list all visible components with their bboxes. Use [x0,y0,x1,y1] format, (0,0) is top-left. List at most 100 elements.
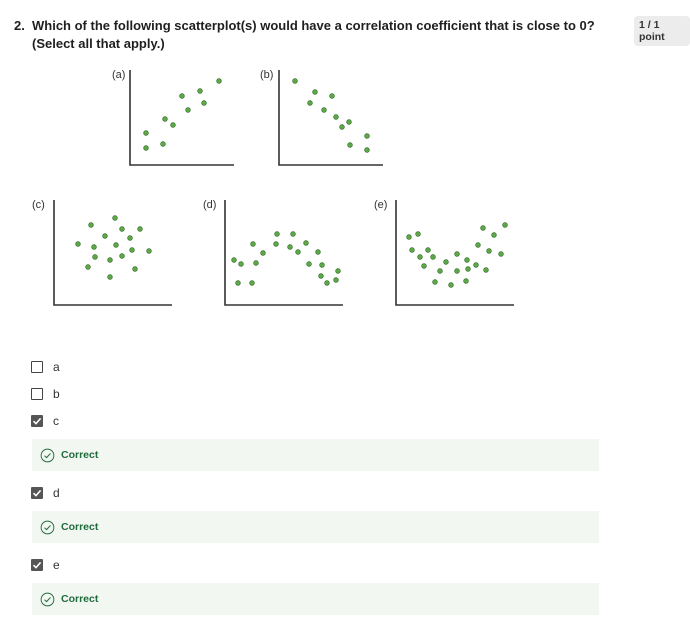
plot-d-point [318,273,324,279]
plot-a-point [201,100,207,106]
checkbox-a[interactable] [31,361,43,373]
plot-e-point [421,263,427,269]
plot-e-axes [395,200,514,306]
checkmark-icon [32,489,42,497]
plot-c-point [107,257,113,263]
checkbox-d[interactable] [31,487,43,499]
plot-e-point [432,279,438,285]
option-c[interactable]: c [31,414,59,428]
plot-b-point [339,124,345,130]
plot-label-b: (b) [260,69,273,81]
plot-d-point [290,231,296,237]
feedback-c: Correct [32,439,599,471]
plot-c-point [127,235,133,241]
option-d-label: d [53,486,60,500]
checkbox-e[interactable] [31,559,43,571]
plot-c-axes [53,200,172,306]
plot-b-point [321,107,327,113]
option-a-label: a [53,360,60,374]
plot-d-point [235,280,241,286]
plot-a-point [160,141,166,147]
question-number: 2. [14,18,25,33]
plot-d-point [253,260,259,266]
plot-d-point [287,244,293,250]
plot-c-point [132,266,138,272]
plot-e-point [480,225,486,231]
plot-d-point [250,241,256,247]
plot-d-point [249,280,255,286]
scatterplot-d: (d) [203,199,343,306]
plot-e-point [409,247,415,253]
plot-c-point [102,233,108,239]
scatterplot-e: (e) [374,199,514,306]
question-text-block: 2. Which of the following scatterplot(s)… [14,17,614,53]
plot-a-axes [129,70,234,166]
plot-e-point [463,278,469,284]
plot-d-point [273,241,279,247]
feedback-e-text: Correct [61,593,99,605]
plot-e-point [475,242,481,248]
plot-e-point [443,259,449,265]
plot-d-point [303,240,309,246]
plot-e-point [406,234,412,240]
plot-a-point [197,88,203,94]
plot-a-point [143,145,149,151]
plot-a-point [179,93,185,99]
plot-d-point [306,261,312,267]
option-a[interactable]: a [31,360,60,374]
feedback-e: Correct [32,583,599,615]
plot-d-point [333,277,339,283]
plot-d-axes [224,200,343,306]
plot-d-point [274,231,280,237]
plot-b-point [292,78,298,84]
plot-b-point [333,114,339,120]
scatterplots-figure: (a) (b) (c) [32,69,514,306]
plot-d-point [238,261,244,267]
plot-b-point [364,133,370,139]
plot-c-point [112,215,118,221]
plot-c-point [85,264,91,270]
plot-c-point [119,226,125,232]
plot-a-point [162,116,168,122]
plot-label-d: (d) [203,199,216,211]
plot-e-point [417,254,423,260]
plot-label-e: (e) [374,199,387,211]
plot-c-point [129,247,135,253]
plot-b-point [329,93,335,99]
plot-a-point [216,78,222,84]
option-d[interactable]: d [31,486,60,500]
plot-a-point [143,130,149,136]
plot-c-point [91,244,97,250]
plot-e-point [464,257,470,263]
plot-d-point [260,250,266,256]
plot-e-point [430,254,436,260]
correct-check-circle-icon [40,448,55,462]
scatterplot-b: (b) [260,69,383,166]
plot-e-point [425,247,431,253]
feedback-d: Correct [32,511,599,543]
plot-c-point [107,274,113,280]
plot-e-point [473,262,479,268]
plot-b-axes [278,70,383,166]
plot-c-point [137,226,143,232]
plot-e-point [498,251,504,257]
feedback-c-text: Correct [61,449,99,461]
option-e[interactable]: e [31,558,60,572]
plot-e-point [454,268,460,274]
plot-c-point [119,253,125,259]
checkbox-b[interactable] [31,388,43,400]
plot-e-point [465,266,471,272]
checkmark-icon [32,561,42,569]
plot-e-point [415,231,421,237]
plot-d-point [295,249,301,255]
checkmark-icon [32,417,42,425]
plot-e-point [486,248,492,254]
scatterplot-c: (c) [32,199,172,306]
correct-check-circle-icon [40,520,55,534]
option-b[interactable]: b [31,387,60,401]
plot-d-point [324,280,330,286]
plot-e-point [502,222,508,228]
checkbox-c[interactable] [31,415,43,427]
plot-e-point [483,267,489,273]
option-b-label: b [53,387,60,401]
